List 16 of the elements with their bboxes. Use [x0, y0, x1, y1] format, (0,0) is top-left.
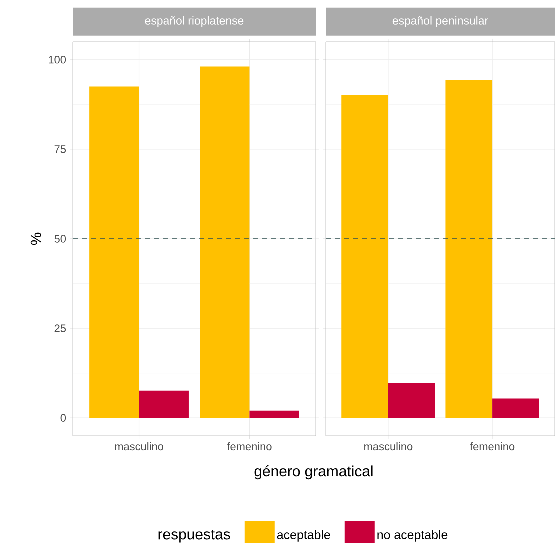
- x-tick-label: femenino: [470, 442, 515, 451]
- y-tick-label: 0: [60, 414, 66, 422]
- legend-title: respuestas: [158, 530, 230, 543]
- x-axis-title: género gramatical: [254, 466, 373, 480]
- y-tick-label: 100: [49, 56, 66, 64]
- x-tick-label: masculino: [115, 442, 164, 451]
- y-axis-title: %: [30, 232, 42, 246]
- y-tick-label: 75: [54, 146, 66, 154]
- y-tick-label: 50: [54, 235, 66, 243]
- chart-title: español rioplatense: [145, 16, 244, 28]
- y-tick-label: 25: [54, 324, 66, 332]
- x-tick-label: femenino: [227, 442, 272, 451]
- legend-label: no aceptable: [378, 530, 448, 542]
- chart-title: español peninsular: [392, 16, 488, 28]
- x-tick-label: masculino: [364, 442, 413, 451]
- legend-label: aceptable: [277, 530, 330, 542]
